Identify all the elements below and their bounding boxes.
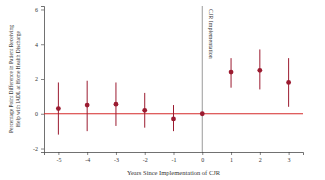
tick: 4 <box>35 42 44 48</box>
chart: -5 -4 -3 -2 -1 0 1 2 3 -2 0 2 4 6 CJR Implementation Ye… <box>0 0 325 180</box>
marks <box>44 6 303 152</box>
tick: 3 <box>288 152 291 163</box>
tick: 2 <box>35 76 44 82</box>
tick-label: 3 <box>288 157 291 163</box>
tick-mark <box>145 152 146 155</box>
point <box>56 106 61 111</box>
tick-mark <box>41 149 44 150</box>
tick: 1 <box>230 152 233 163</box>
point <box>85 103 90 108</box>
point <box>142 108 147 113</box>
tick: -5 <box>56 152 61 163</box>
plot: -5 -4 -3 -2 -1 0 1 2 3 -2 0 2 4 6 CJR Implementation <box>33 6 304 163</box>
tick: 2 <box>259 152 262 163</box>
tick-mark <box>174 152 175 155</box>
tick-label: -3 <box>114 157 119 163</box>
y-axis-title-line: Help with IADL at Home Health Discharge <box>15 30 21 126</box>
tick-mark <box>58 152 59 155</box>
tick-label: -2 <box>143 157 148 163</box>
tick: 0 <box>35 111 44 117</box>
tick-mark <box>260 152 261 155</box>
point <box>286 80 291 85</box>
tick-label: -5 <box>56 157 61 163</box>
tick-mark <box>41 114 44 115</box>
axis-line <box>45 153 304 156</box>
tick-label: 2 <box>259 157 262 163</box>
tick-label: 4 <box>35 42 38 48</box>
y-axis: -2 0 2 4 6 <box>33 7 45 153</box>
tick-label: -2 <box>33 146 38 152</box>
tick-mark <box>202 152 203 155</box>
tick: -2 <box>33 146 44 152</box>
point <box>229 70 234 75</box>
tick-label: 0 <box>35 111 38 117</box>
tick: -3 <box>114 152 119 163</box>
annotation-line <box>202 6 203 152</box>
tick-label: 0 <box>201 157 204 163</box>
tick-label: 1 <box>230 157 233 163</box>
tick-label: 2 <box>35 76 38 82</box>
tick: -4 <box>85 152 90 163</box>
y-axis-title-line: Percentage Point Difference in Patient R… <box>8 25 14 133</box>
x-axis-title: Years Since Implementation of CJR <box>127 169 221 176</box>
point <box>257 68 262 73</box>
tick-mark <box>41 79 44 80</box>
y-axis-title: Percentage Point Difference in Patient R… <box>8 25 21 133</box>
point <box>200 111 205 116</box>
x-axis: -5 -4 -3 -2 -1 0 1 2 3 <box>45 152 304 163</box>
annotation-text: CJR Implementation <box>208 9 214 59</box>
tick-mark <box>116 152 117 155</box>
tick: 6 <box>35 7 44 13</box>
tick-label: -4 <box>85 157 90 163</box>
axis-line <box>41 7 45 153</box>
tick: 0 <box>201 152 204 163</box>
tick-mark <box>41 44 44 45</box>
tick: -1 <box>172 152 177 163</box>
point <box>171 117 176 122</box>
tick: -2 <box>143 152 148 163</box>
tick-label: -1 <box>172 157 177 163</box>
point <box>114 102 119 107</box>
tick-label: 6 <box>35 7 38 13</box>
tick-mark <box>289 152 290 155</box>
tick-mark <box>41 9 44 10</box>
tick-mark <box>231 152 232 155</box>
tick-mark <box>87 152 88 155</box>
